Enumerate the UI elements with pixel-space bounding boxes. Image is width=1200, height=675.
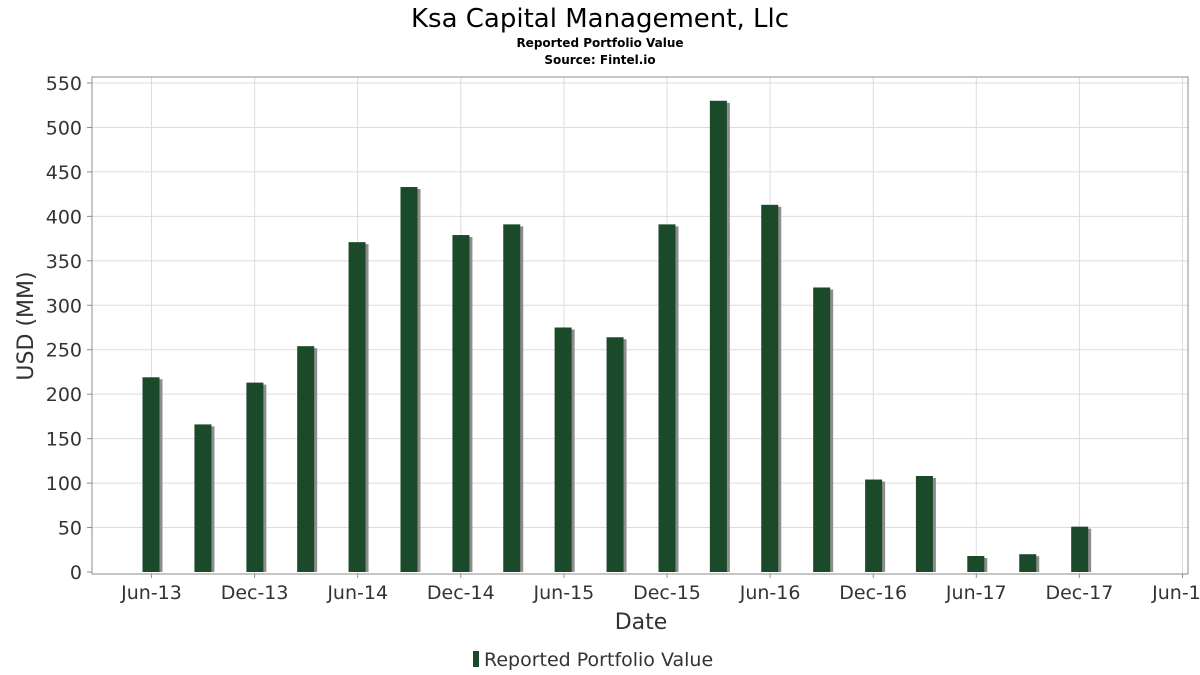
x-tick-label: Jun-17	[945, 582, 1007, 604]
x-tick-label: Jun-16	[739, 582, 801, 604]
bar	[865, 479, 883, 572]
bar	[246, 382, 264, 572]
bar	[554, 327, 572, 572]
y-tick-label: 50	[58, 518, 82, 540]
y-tick-label: 500	[46, 117, 82, 139]
bar	[709, 100, 727, 573]
legend: Reported Portfolio Value	[473, 649, 713, 671]
x-tick-label: Dec-14	[427, 582, 495, 604]
legend-label: Reported Portfolio Value	[484, 649, 713, 671]
bar	[297, 346, 315, 572]
x-tick-label: Jun-14	[326, 582, 388, 604]
bar	[761, 204, 779, 572]
x-tick-label: Dec-16	[839, 582, 907, 604]
y-tick-label: 250	[46, 340, 82, 362]
bar	[606, 337, 624, 572]
bar	[658, 224, 676, 572]
bar	[503, 224, 521, 572]
x-tick-label: Dec-15	[633, 582, 701, 604]
bar	[194, 424, 212, 572]
chart-subtitle: Reported Portfolio Value	[516, 36, 683, 50]
bar	[915, 475, 933, 572]
bar	[967, 555, 985, 572]
y-tick-label: 550	[46, 73, 82, 95]
y-tick-label: 200	[46, 384, 82, 406]
bar	[1071, 526, 1089, 572]
y-tick-label: 400	[46, 206, 82, 228]
bar	[1019, 554, 1037, 572]
bar	[452, 235, 470, 572]
y-tick-label: 450	[46, 162, 82, 184]
x-tick-label: Jun-13	[120, 582, 182, 604]
plot-area-frame	[91, 76, 1189, 575]
y-tick-label: 300	[46, 295, 82, 317]
y-tick-label: 100	[46, 473, 82, 495]
bar	[813, 287, 831, 572]
y-tick-label: 0	[70, 562, 82, 584]
bar	[400, 187, 418, 573]
y-tick-label: 150	[46, 429, 82, 451]
y-axis-ticks: 0 50 100 150 200 250 300 350 400 450 500 550	[46, 73, 92, 584]
y-axis-title: USD (MM)	[14, 271, 39, 380]
x-tick-label: Dec-13	[221, 582, 289, 604]
x-tick-label: Jun-18	[1151, 582, 1200, 604]
x-tick-label: Dec-17	[1045, 582, 1113, 604]
bar	[142, 377, 160, 572]
y-tick-label: 350	[46, 251, 82, 273]
chart-title: Ksa Capital Management, Llc	[411, 4, 789, 34]
bars-layer	[142, 100, 1092, 573]
legend-swatch	[473, 651, 479, 667]
x-tick-label: Jun-15	[533, 582, 595, 604]
x-axis-ticks: Jun-13 Dec-13 Jun-14 Dec-14 Jun-15 Dec-15 Jun-…	[120, 574, 1200, 604]
chart-source: Source: Fintel.io	[544, 53, 655, 67]
x-axis-title: Date	[615, 610, 668, 635]
bar	[348, 242, 366, 572]
